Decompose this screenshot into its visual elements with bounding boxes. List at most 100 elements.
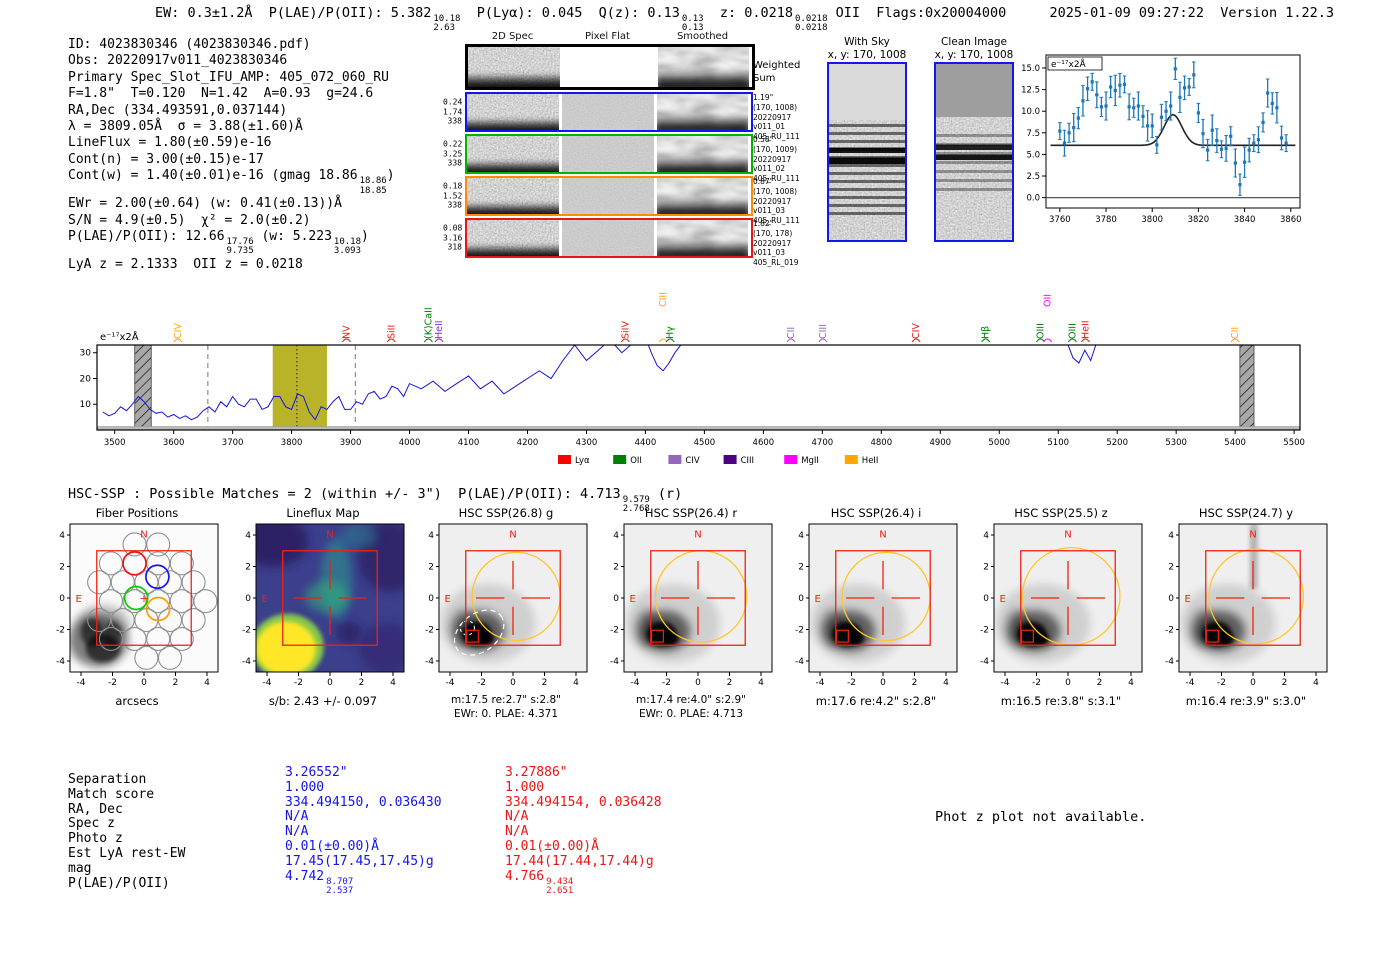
dark-continuum-band xyxy=(657,199,748,214)
svg-text:4300: 4300 xyxy=(576,438,598,448)
spectral-line-label: SiIV xyxy=(620,321,631,339)
svg-text:0: 0 xyxy=(428,594,434,604)
spectral-line-label: CII xyxy=(1230,327,1241,339)
svg-text:-2: -2 xyxy=(847,678,856,688)
svg-text:-4: -4 xyxy=(610,657,619,667)
svg-text:0: 0 xyxy=(245,594,251,604)
svg-text:-2: -2 xyxy=(108,678,117,688)
match-value-blue: 0.01(±0.00)Å xyxy=(285,839,379,854)
sky-panel-withsky: With Sky x, y: 170, 1008 xyxy=(827,36,907,242)
cutout-panel-lineflux: Lineflux Map N E -4 -4 -2 -2 0 0 2 2 4 4 s/b: 2.43 +/… xyxy=(232,506,414,709)
cutout-panel-hsc_z: HSC SSP(25.5) z N E -4 -4 -2 -2 0 0 2 2 4 4 m:16.5 re… xyxy=(970,506,1152,709)
text-segment: N/A xyxy=(285,824,309,840)
svg-text:2: 2 xyxy=(983,563,989,573)
panel-image-hsc_g: N E -4 -4 -2 -2 0 0 2 2 4 4 xyxy=(425,523,588,688)
text-segment: z: 0.0218 xyxy=(703,5,793,21)
spec2d-row-cells xyxy=(465,44,755,90)
spectral-line-label: Hβ xyxy=(981,326,992,339)
text-segment: 4.766 xyxy=(505,868,545,884)
text-segment: ) xyxy=(361,228,369,244)
match-row-label: mag xyxy=(68,860,92,876)
match-value-red: N/A xyxy=(505,809,528,824)
spectral-line-label: CIII xyxy=(818,324,829,339)
match-value-red: 334.494154, 0.036428 xyxy=(505,795,662,810)
svg-text:10: 10 xyxy=(80,400,92,410)
spec2d-row-left-labels: 0.22 3.25 338 xyxy=(443,139,463,168)
dark-continuum-band xyxy=(467,243,559,256)
legend-swatch xyxy=(844,455,858,464)
svg-text:4: 4 xyxy=(1128,678,1134,688)
spec2d-row-annotation: 1.82" (170, 178) 20220917 v011_03 405_RL_019 xyxy=(753,219,799,267)
svg-text:-2: -2 xyxy=(425,625,434,635)
fraction-value: 0.0218 0.0218 xyxy=(794,14,828,34)
inset-line-fit-chart: 0.0 2.5 5.0 7.5 10.0 12.5 15.0 3760 3780 3800 3820… xyxy=(1021,54,1302,225)
photz-note: Phot z plot not available. xyxy=(935,809,1147,825)
info-line-2: Primary Spec_Slot_IFU_AMP: 405_072_060_R… xyxy=(68,70,395,86)
svg-text:3840: 3840 xyxy=(1234,215,1256,225)
spectral-line-label: OII xyxy=(1043,294,1054,307)
svg-text:-2: -2 xyxy=(1217,678,1226,688)
svg-text:-2: -2 xyxy=(242,625,251,635)
svg-text:4: 4 xyxy=(758,678,764,688)
info-line-4: RA,Dec (334.493591,0.037144) xyxy=(68,103,395,119)
spec2d-row-3: 0.18 1.52 338 0.87" (170, 1008) 20220917 v011_… xyxy=(443,176,800,225)
text-segment: 334.494154, 0.036428 xyxy=(505,794,662,810)
spec2d-row-annotation: 0.87" (170, 1008) 20220917 v011_03 405_RU_11… xyxy=(753,177,800,225)
dark-continuum-band xyxy=(467,159,559,172)
compass-north: N xyxy=(326,529,333,540)
legend-swatch xyxy=(558,455,571,464)
svg-text:0: 0 xyxy=(141,678,147,688)
cutout-panel-hsc_r: HSC SSP(26.4) r N E -4 -4 -2 -2 0 0 2 2 4 4 m:17.4 re… xyxy=(600,506,782,721)
svg-text:-2: -2 xyxy=(1165,625,1174,635)
sky-flat-region xyxy=(936,64,1012,117)
svg-text:4: 4 xyxy=(59,531,65,541)
svg-text:-2: -2 xyxy=(980,625,989,635)
text-segment: EW: 0.3±1.2Å P(LAE)/P(OII): 5.382 xyxy=(155,5,432,21)
spectral-line-label: Hγ xyxy=(665,326,676,339)
sky-panel-image xyxy=(934,62,1014,242)
cutout-panel-fiber: Fiber Positions + N E -4 -4 -2 -2 0 0 2 2 4 4 arcsecs xyxy=(46,506,228,709)
spec2d-rows: Weighted Sum 0.24 1.74 338 1.19" (170, 1008) 20… xyxy=(443,44,800,267)
panel-image-hsc_r: N E -4 -4 -2 -2 0 0 2 2 4 4 xyxy=(610,523,773,688)
svg-text:-4: -4 xyxy=(263,678,272,688)
svg-text:-4: -4 xyxy=(446,678,455,688)
match-value-blue: 17.45(17.45,17.45)g xyxy=(285,854,434,869)
text-segment: LyA z = 2.1333 OII z = 0.0218 xyxy=(68,256,303,272)
svg-text:5200: 5200 xyxy=(1106,438,1128,448)
panel-caption-hsc_g-0: m:17.5 re:2.7" s:2.8" xyxy=(451,694,561,706)
svg-text:5400: 5400 xyxy=(1224,438,1246,448)
svg-text:0: 0 xyxy=(1250,678,1256,688)
spec2d-cell xyxy=(657,178,748,214)
text-segment: N/A xyxy=(505,809,529,825)
legend-label: Lyα xyxy=(575,456,590,466)
svg-text:0: 0 xyxy=(1168,594,1174,604)
spec2d-row-annotation: 1.19" (170, 1008) 20220917 v011_01 405_RU_11… xyxy=(753,93,800,141)
spectral-line-label: HeII xyxy=(1080,320,1091,339)
spec2d-column-titles: 2D Spec Pixel Flat Smoothed xyxy=(443,31,795,44)
legend-swatch xyxy=(668,455,682,464)
info-line-7: Cont(n) = 3.00(±0.15)e-17 xyxy=(68,152,395,168)
text-segment: ) xyxy=(386,168,395,184)
svg-text:12.5: 12.5 xyxy=(1021,86,1040,96)
spec2d-cell xyxy=(658,47,749,87)
text-segment: 4.742 xyxy=(285,868,325,884)
spec2d-row-left-labels: 0.08 3.16 318 xyxy=(443,223,463,252)
svg-text:3760: 3760 xyxy=(1049,215,1071,225)
compass-north: N xyxy=(509,529,516,540)
sky-panel-title: With Sky x, y: 170, 1008 xyxy=(827,36,907,62)
panel-image-fiber: + N E -4 -4 -2 -2 0 0 2 2 4 4 xyxy=(56,523,219,688)
svg-text:2: 2 xyxy=(245,563,251,573)
svg-text:5500: 5500 xyxy=(1283,438,1305,448)
svg-text:-4: -4 xyxy=(1001,678,1010,688)
text-segment: F=1.8" T=0.120 N=1.42 A=0.93 g=24.6 xyxy=(68,86,374,102)
panel-image-hsc_i: N E -4 -4 -2 -2 0 0 2 2 4 4 xyxy=(795,523,958,688)
panel-image-lineflux: N E -4 -4 -2 -2 0 0 2 2 4 4 xyxy=(242,523,405,688)
spec2d-cell xyxy=(657,136,748,172)
svg-text:2: 2 xyxy=(359,678,365,688)
legend-label: OII xyxy=(630,456,642,466)
spectral-line-label: CIV xyxy=(173,323,184,339)
hsc-match-summary: HSC-SSP : Possible Matches = 2 (within +… xyxy=(68,486,682,515)
svg-text:0: 0 xyxy=(798,594,804,604)
svg-text:-2: -2 xyxy=(662,678,671,688)
spectral-line-label: (K)CaII xyxy=(423,307,434,339)
